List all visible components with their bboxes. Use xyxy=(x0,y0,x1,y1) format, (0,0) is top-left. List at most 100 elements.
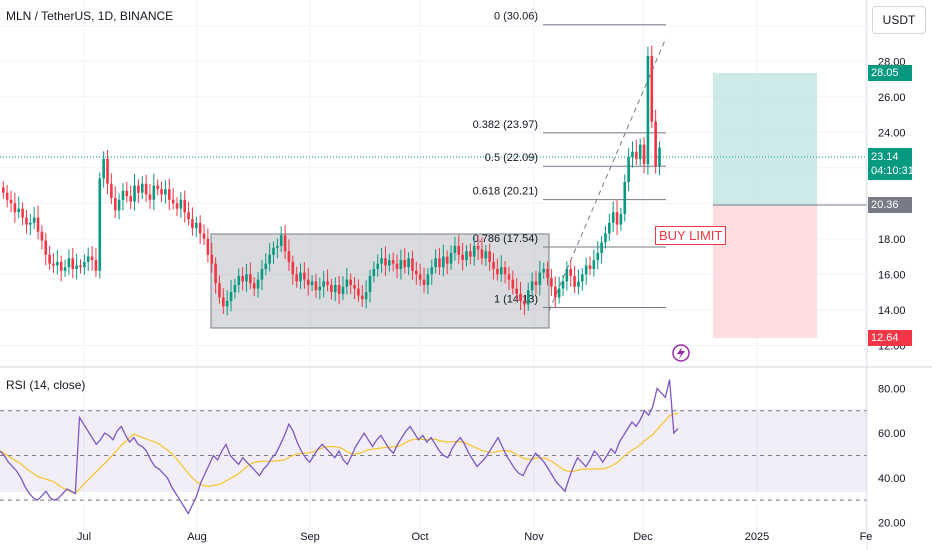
current-price: 23.14 xyxy=(871,151,899,163)
chart-title: MLN / TetherUS, 1D, BINANCE xyxy=(6,9,174,23)
currency-button[interactable]: USDT xyxy=(872,6,926,34)
candle-body xyxy=(526,290,530,305)
candle-body xyxy=(13,203,17,213)
candle-body xyxy=(538,272,542,285)
candle-body xyxy=(388,260,391,266)
candle-body xyxy=(627,157,630,182)
candle-body xyxy=(418,274,422,280)
candle-body xyxy=(137,185,140,193)
candle-body xyxy=(2,187,5,193)
candle-body xyxy=(32,217,36,223)
candle-body xyxy=(256,279,260,289)
time-tick-label: 2025 xyxy=(745,531,769,543)
fib-level-label: 0.5 (22.09) xyxy=(485,152,538,164)
candle-body xyxy=(86,256,90,262)
candle-body xyxy=(480,249,484,259)
take-profit-zone xyxy=(713,73,817,205)
candle-body xyxy=(56,261,59,266)
candle-body xyxy=(117,199,121,211)
candle-body xyxy=(557,288,561,298)
alert-icon[interactable] xyxy=(672,344,690,362)
rsi-band xyxy=(0,409,867,492)
candle-body xyxy=(252,283,256,289)
candle-body xyxy=(357,288,360,296)
candle-body xyxy=(148,194,152,200)
candle-body xyxy=(337,284,341,294)
candle-body xyxy=(488,251,491,262)
price-tick-label: 16.00 xyxy=(878,269,906,281)
candle-body xyxy=(310,281,314,285)
time-tick-label: Dec xyxy=(633,531,653,543)
entry-price-tag: 20.36 xyxy=(868,197,912,213)
candle-body xyxy=(584,265,588,275)
rsi-ma-line xyxy=(0,412,679,495)
candle-body xyxy=(21,208,24,218)
candle-body xyxy=(333,284,337,293)
candle-body xyxy=(167,189,171,200)
candle-body xyxy=(191,219,194,229)
candle-body xyxy=(276,245,279,248)
candle-body xyxy=(519,293,522,301)
candle-body xyxy=(403,260,407,268)
candles xyxy=(2,45,661,316)
candle-body xyxy=(241,276,244,282)
candle-body xyxy=(364,292,368,300)
candle-body xyxy=(90,256,94,261)
candle-body xyxy=(600,242,603,254)
rsi-axis: 80.00 60.00 40.00 20.00 xyxy=(878,383,906,529)
candle-body xyxy=(353,284,356,289)
candle-body xyxy=(183,199,187,213)
candle-body xyxy=(496,269,499,275)
candle-body xyxy=(229,292,233,301)
candle-body xyxy=(179,199,183,209)
candle-body xyxy=(260,269,264,280)
candle-body xyxy=(341,286,345,294)
candle-body xyxy=(110,183,113,198)
rsi-levels xyxy=(0,410,867,501)
candle-body xyxy=(214,263,217,284)
candle-body xyxy=(445,256,449,264)
candle-body xyxy=(175,203,179,209)
candle-body xyxy=(202,233,206,239)
candle-body xyxy=(499,267,503,275)
candle-body xyxy=(295,274,298,282)
candle-body xyxy=(461,254,464,261)
candle-body xyxy=(611,212,615,223)
time-tick-label: Jul xyxy=(77,531,91,543)
candle-body xyxy=(67,258,71,268)
rsi-line xyxy=(0,379,679,515)
candle-body xyxy=(29,222,32,225)
stop-price-tag: 12.64 xyxy=(868,330,912,346)
candle-body xyxy=(102,158,105,179)
fibonacci-retracement: 0 (30.06) 0.382 (23.97) 0.5 (22.09) 0.618 (… xyxy=(473,11,666,309)
candle-body xyxy=(465,251,468,261)
candle-body xyxy=(144,183,148,195)
candle-body xyxy=(546,269,549,278)
candle-body xyxy=(608,222,611,234)
candle-body xyxy=(322,281,325,287)
candle-body xyxy=(596,253,600,261)
candle-body xyxy=(349,279,352,285)
candle-body xyxy=(222,297,225,307)
candle-body xyxy=(94,260,98,271)
candle-body xyxy=(422,279,426,285)
candle-body xyxy=(299,272,302,282)
candle-body xyxy=(164,189,167,195)
candle-body xyxy=(44,240,48,255)
candle-body xyxy=(534,281,538,285)
candle-body xyxy=(391,260,395,264)
candle-body xyxy=(140,183,144,193)
candle-body xyxy=(550,277,553,287)
candle-body xyxy=(210,254,214,264)
fib-level-label: 0.618 (20.21) xyxy=(473,186,538,198)
candle-body xyxy=(376,263,380,269)
rsi-title: RSI (14, close) xyxy=(6,378,86,392)
candle-body xyxy=(318,286,322,291)
candle-body xyxy=(372,269,376,277)
target-price-tag: 28.05 xyxy=(868,65,912,81)
candle-body xyxy=(581,274,584,282)
countdown: 04:10:31 xyxy=(871,165,914,177)
candle-body xyxy=(98,178,102,271)
fib-level-label: 0 (30.06) xyxy=(494,11,538,23)
